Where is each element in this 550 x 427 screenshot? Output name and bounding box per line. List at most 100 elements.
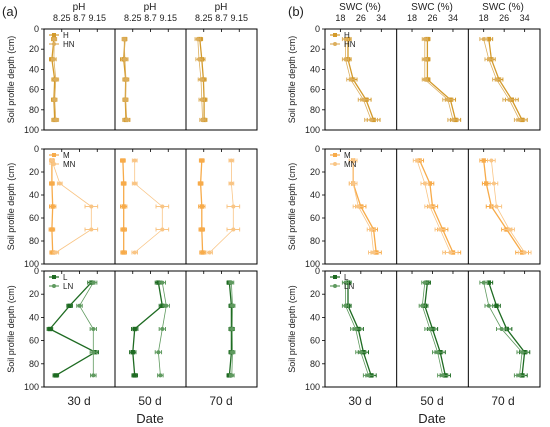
panel-a-series-L-point (67, 303, 72, 308)
panel-a-series-HN-point (200, 117, 205, 122)
panel-b-series-MN-point (371, 250, 376, 255)
panel-a-series-HN-point (197, 57, 202, 62)
panel-b-series-LN-point (420, 303, 425, 308)
panel-a-series-M-point (199, 158, 204, 163)
panel-b-legend-label: H (344, 31, 350, 40)
panel-b-series-MN-point (369, 227, 374, 232)
panel-b-series-M-point (484, 181, 489, 186)
panel-b-y-tick-label: 60 (310, 213, 320, 223)
panel-b-legend: MMN (330, 151, 357, 169)
panel-a-series-M-point (49, 227, 55, 232)
panel-a-series-MN-point (231, 204, 236, 209)
panel-a-row-frame (43, 148, 258, 265)
panel-a-y-tick-label: 80 (29, 236, 39, 246)
panel-a-series-HN-point (53, 117, 58, 122)
panel-a-legend-label: MN (63, 160, 76, 169)
panel-a-series-LN-point (156, 350, 161, 355)
panel-a-series-MN-point (89, 204, 94, 209)
panel-b-series-LN-point (499, 327, 504, 331)
panel-a-y-axis-label: Soil profile depth (cm) (6, 36, 16, 124)
panel-a-series-L-point (130, 350, 135, 355)
panel-a-series-M-point (200, 250, 205, 255)
panel-b-series-HN-point (486, 57, 491, 62)
panel-b-x-tick-label: 34 (376, 13, 386, 23)
panel-b-series-HN-point (494, 77, 499, 82)
panel-b-series-MN-point (415, 158, 420, 163)
panel-a-x-tick-label: 8.25 (195, 13, 213, 23)
panel-a-row-2: 0 20 40 60 80 100 Soil profile depth (cm) MMN (6, 144, 258, 269)
panel-a-series-HN-point (52, 97, 57, 102)
panel-a-row-frame (43, 28, 258, 131)
panel-a-series-MN-point (160, 227, 165, 232)
panel-a-y-tick-label: 100 (24, 125, 39, 135)
panel-a-series-HN-point (198, 77, 203, 82)
panel-a-y-tick-label: 60 (29, 213, 39, 223)
panel-b-legend: HHN (330, 31, 356, 49)
panel-b-x-tick-label: 26 (499, 13, 509, 23)
panel-b-series-HN-point (343, 57, 348, 62)
panel-a-legend-label: HN (63, 40, 75, 49)
panel-a-series-LN-point (77, 303, 82, 308)
panel-a-series-MN-point (49, 158, 54, 163)
panel-b-row-3: 0 20 40 60 80 100 Soil profile depth (cm) LLN (287, 266, 541, 392)
panel-a-series-LN-point (164, 303, 169, 308)
panel-b-legend-marker (333, 162, 337, 166)
panel-a-series-M-point (199, 204, 204, 209)
panel-a-series-HN-point (195, 37, 200, 42)
panel-b-legend-marker (333, 275, 337, 279)
panel-a-series-MN-point (57, 181, 62, 186)
panel-b-y-tick-label: 100 (305, 382, 320, 392)
panel-b-y-tick-label: 100 (305, 125, 320, 135)
panel-b-series-H-point (486, 36, 492, 42)
panel-a-y-axis-label: Soil profile depth (cm) (6, 163, 16, 251)
panel-b-series-MN-point (489, 158, 494, 163)
panel-b-y-tick-label: 80 (310, 236, 320, 246)
panel-a-series-LN-point (229, 373, 234, 378)
panel-b-column-label-30d: 30 d (348, 394, 371, 408)
panel-a-series-HN-point (124, 117, 129, 122)
panel-a-column-label-50d: 50 d (138, 394, 161, 408)
panel-b-y-tick-label: 60 (310, 336, 320, 346)
panel-a-legend-label: H (63, 31, 69, 40)
panel-a-series-M-point (50, 204, 55, 209)
panel-a-y-tick-label: 100 (24, 259, 39, 269)
panel-b-y-axis-label: Soil profile depth (cm) (287, 163, 297, 251)
panel-b-legend-marker (333, 33, 337, 37)
panel-a-series-HN-point (53, 77, 58, 82)
panel-b-legend-label: L (344, 273, 349, 282)
panel-b-series-HN-point (343, 37, 348, 42)
panel-b-series-M-point (427, 181, 433, 186)
panel-b-date-label: Date (418, 411, 445, 426)
panel-b-series-LN-point (427, 327, 432, 331)
panel-b-x-tick-label: 34 (520, 13, 530, 23)
panel-b-series-LN (341, 280, 528, 378)
panel-b-series-MN-point (491, 181, 496, 186)
panel-a-row-3: 0 20 40 60 80 100 Soil profile depth (cm) LLN (6, 266, 258, 392)
panel-b-y-axis-label: Soil profile depth (cm) (287, 36, 297, 124)
panel-b-y-tick-label: 80 (310, 105, 320, 115)
panel-a-series-HN-point (122, 37, 127, 42)
panel-a-series-M-point (121, 181, 126, 186)
panel-a-series-LN-point (158, 373, 163, 378)
panel-b-series-LN-point (422, 280, 427, 285)
panel-a-series-LN-point (91, 327, 96, 331)
panel-a-series-M-point (120, 158, 126, 163)
panel-b-x-tick-label: 18 (335, 13, 345, 23)
panel-a-legend-label: LN (63, 282, 73, 291)
panel-a-legend-label: L (63, 273, 68, 282)
panel-b-y-tick-label: 20 (310, 44, 320, 54)
panel-a-series-L-point (47, 326, 53, 332)
panel-a-series-M-point (198, 181, 203, 186)
panel-a-series-HN-point (123, 97, 128, 102)
panel-b-legend-label: HN (344, 40, 356, 49)
panel-a-series-L-point (160, 303, 165, 308)
panel-a-series-HN-point (52, 37, 57, 42)
panel-b-series-HN-point (450, 117, 455, 122)
panel-b-series-LN-point (517, 373, 522, 378)
panel-a-x-tick-label: 9.15 (230, 13, 248, 23)
panel-b-series-HN-point (481, 37, 486, 42)
panel-b-series-HN-point (445, 97, 450, 102)
panel-a-series-MN-point (160, 204, 165, 209)
panel-a-series-M-point (199, 227, 204, 232)
panel-a-series-LN-point (230, 327, 235, 331)
